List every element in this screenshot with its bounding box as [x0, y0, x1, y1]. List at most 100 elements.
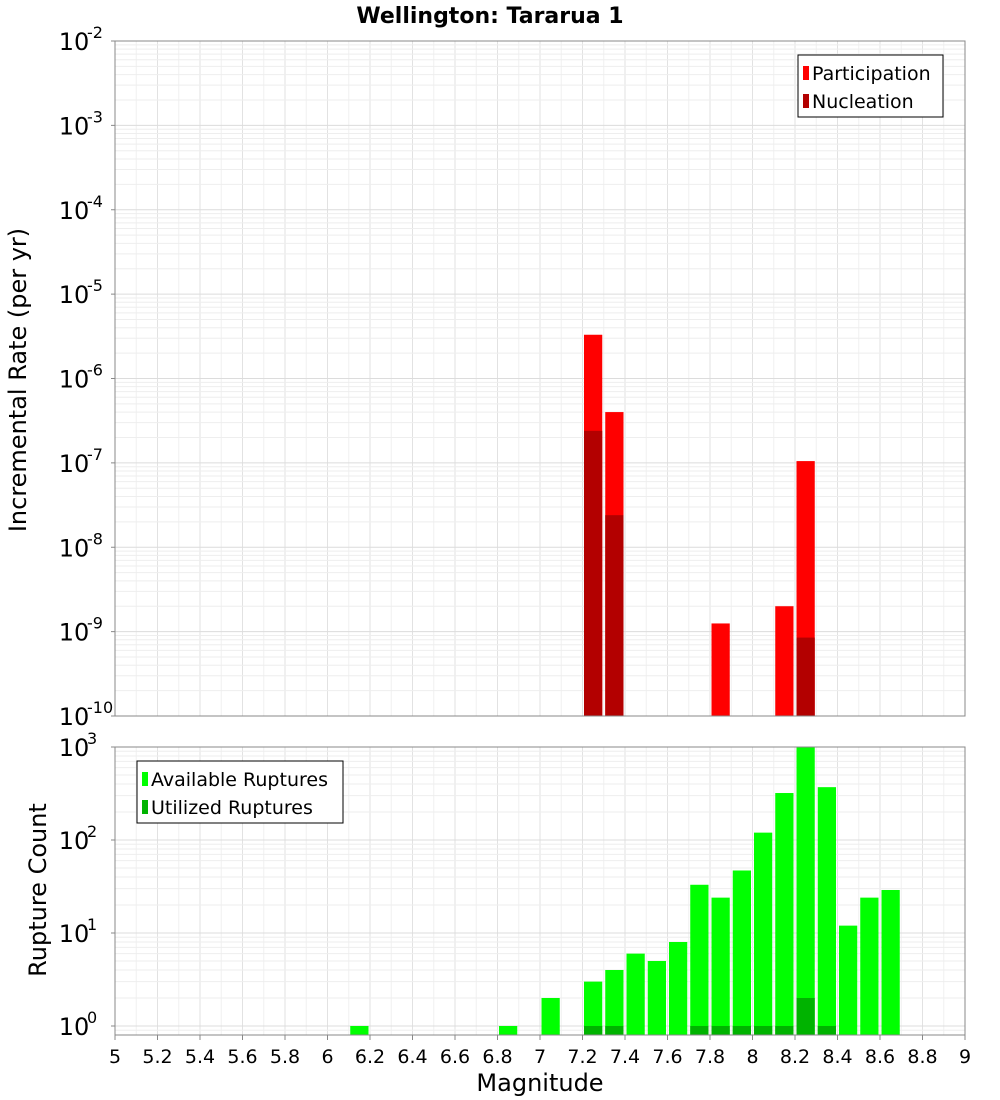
x-tick-label: 8.6 — [865, 1046, 895, 1068]
bar — [711, 897, 730, 1035]
x-tick-label: 6.6 — [440, 1046, 470, 1068]
y-tick-label: 10 — [59, 1013, 90, 1041]
y-tick-label: 10 — [59, 281, 90, 309]
bar — [732, 870, 751, 1035]
y-tick-label: 10 — [59, 112, 90, 140]
y-tick-exponent: -5 — [87, 276, 103, 295]
legend: Participation Nucleation — [797, 54, 944, 118]
bar — [711, 623, 730, 716]
bar — [796, 997, 815, 1035]
legend-label: Utilized Ruptures — [151, 797, 313, 819]
x-tick-label: 5.8 — [270, 1046, 300, 1068]
bar — [690, 884, 709, 1035]
bottom-y-axis-label: Rupture Count — [24, 803, 52, 977]
bar — [732, 1025, 751, 1035]
bar — [605, 515, 624, 716]
bar — [796, 747, 815, 1035]
bar — [605, 969, 624, 1035]
x-tick-label: 7.4 — [610, 1046, 640, 1068]
x-tick-label: 8.4 — [822, 1046, 852, 1068]
legend-label: Nucleation — [812, 91, 914, 113]
y-tick-label: 10 — [59, 366, 90, 394]
y-tick-label: 10 — [59, 450, 90, 478]
y-tick-label: 10 — [59, 197, 90, 225]
bar — [754, 1025, 773, 1035]
series-available-ruptures — [350, 747, 900, 1035]
x-tick-label: 8 — [746, 1046, 758, 1068]
bar — [817, 1025, 836, 1035]
legend-swatch — [142, 800, 148, 814]
legend-box — [136, 760, 344, 824]
bar — [350, 1025, 369, 1035]
x-tick-label: 6.8 — [482, 1046, 512, 1068]
grid-lines — [114, 40, 966, 717]
y-tick-exponent: 1 — [87, 915, 97, 934]
y-tick-exponent: -7 — [87, 445, 103, 464]
y-tick-exponent: 2 — [87, 822, 97, 841]
bar — [796, 637, 815, 716]
bar — [775, 606, 794, 716]
bar — [626, 953, 645, 1035]
y-tick-exponent: -4 — [87, 192, 103, 211]
x-tick-label: 7 — [534, 1046, 546, 1068]
bar — [690, 1025, 709, 1035]
x-tick-label: 6.4 — [397, 1046, 427, 1068]
series-utilized-ruptures — [584, 997, 836, 1035]
y-tick-exponent: 3 — [87, 729, 97, 748]
bar — [584, 430, 603, 716]
bar — [711, 1025, 730, 1035]
bar — [669, 942, 688, 1035]
x-tick-labels: 5 5.2 5.4 5.6 5.8 6 6.2 6.4 6.6 6.8 7 7.2 7.4 7.6 7.8 8… — [109, 1035, 971, 1068]
x-tick-label: 6 — [321, 1046, 333, 1068]
bar — [499, 1025, 518, 1035]
legend-swatch — [142, 772, 148, 786]
x-tick-label: 8.8 — [907, 1046, 937, 1068]
y-tick-exponent: -2 — [87, 23, 103, 42]
legend-label: Participation — [812, 63, 931, 85]
top-plot-panel: 10-1010-910-810-710-610-510-410-310-2Par… — [59, 23, 966, 731]
bar — [839, 925, 858, 1035]
bar — [584, 981, 603, 1035]
x-tick-label: 5 — [109, 1046, 121, 1068]
x-tick-label: 8.2 — [780, 1046, 810, 1068]
legend-swatch — [803, 94, 809, 108]
legend: Available Ruptures Utilized Ruptures — [136, 760, 344, 824]
bar — [775, 793, 794, 1035]
bar — [541, 997, 560, 1035]
x-tick-label: 5.2 — [142, 1046, 172, 1068]
x-tick-label: 5.4 — [185, 1046, 215, 1068]
y-tick-exponent: -3 — [87, 107, 103, 126]
x-tick-label: 5.6 — [227, 1046, 257, 1068]
chart-title: Wellington: Tararua 1 — [356, 4, 623, 29]
y-tick-label: 10 — [59, 920, 90, 948]
series-nucleation — [584, 430, 815, 716]
x-tick-label: 7.2 — [567, 1046, 597, 1068]
top-y-axis-label: Incremental Rate (per yr) — [4, 228, 32, 532]
y-tick-label: 10 — [59, 827, 90, 855]
y-tick-exponent: 0 — [87, 1008, 97, 1027]
y-tick-exponent: -6 — [87, 361, 103, 380]
x-tick-label: 7.6 — [652, 1046, 682, 1068]
y-tick-label: 10 — [59, 534, 90, 562]
y-tick-label: 10 — [59, 703, 90, 731]
bar — [775, 1025, 794, 1035]
y-tick-exponent: -10 — [87, 698, 113, 717]
x-tick-label: 7.8 — [695, 1046, 725, 1068]
legend-label: Available Ruptures — [151, 769, 328, 791]
bar — [881, 889, 900, 1035]
bar — [647, 960, 666, 1035]
bar — [584, 1025, 603, 1035]
x-tick-label: 6.2 — [355, 1046, 385, 1068]
legend-swatch — [803, 66, 809, 80]
y-tick-exponent: -9 — [87, 614, 103, 633]
y-tick-exponent: -8 — [87, 529, 103, 548]
legend-box — [797, 54, 944, 118]
y-tick-label: 10 — [59, 28, 90, 56]
bar — [605, 1025, 624, 1035]
y-tick-label: 10 — [59, 734, 90, 762]
x-axis-label: Magnitude — [476, 1069, 603, 1097]
bar — [860, 897, 879, 1035]
